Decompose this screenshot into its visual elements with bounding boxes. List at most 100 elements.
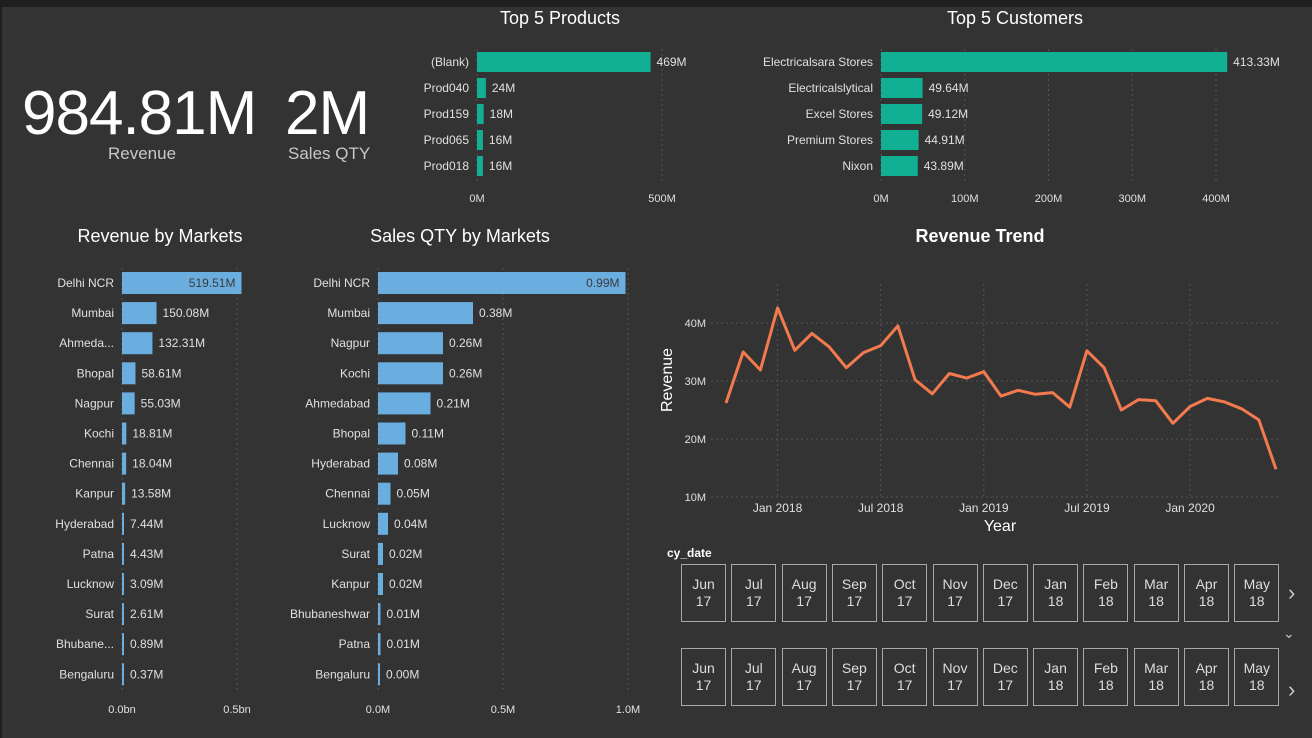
slicer-tile[interactable]: Jan 18	[1033, 564, 1079, 622]
x-tick-label: 0.5bn	[223, 704, 251, 716]
slicer-tile[interactable]: Nov 17	[932, 564, 978, 622]
slicer-tile[interactable]: Mar 18	[1133, 648, 1179, 706]
x-tick-label: Jan 2018	[753, 501, 803, 515]
category-label: Nixon	[842, 159, 873, 173]
bar	[122, 422, 127, 445]
data-label: 0.99M	[586, 276, 619, 290]
bar	[378, 633, 381, 656]
data-label: 4.43M	[130, 547, 163, 561]
slicer-tile[interactable]: Aug 17	[781, 564, 827, 622]
x-tick-label: 500M	[648, 193, 676, 205]
bar	[378, 392, 431, 415]
data-label: 58.61M	[141, 366, 181, 380]
bar	[122, 362, 136, 385]
slicer-tile[interactable]: Jul 17	[731, 564, 777, 622]
slicer-tile[interactable]: Feb 18	[1083, 564, 1129, 622]
data-label: 0.01M	[387, 607, 420, 621]
bar	[378, 272, 626, 294]
slicer-tile[interactable]: Sep 17	[831, 564, 877, 622]
slicer-tile[interactable]: Jun 17	[681, 564, 726, 622]
chevron-right-icon[interactable]: ›	[1288, 677, 1296, 702]
slicer-tile[interactable]: Nov 17	[932, 648, 978, 706]
category-label: Nagpur	[75, 396, 114, 410]
slicer-tile[interactable]: Jan 18	[1033, 648, 1079, 706]
data-label: 0.37M	[130, 667, 163, 681]
data-label: 44.91M	[925, 133, 965, 147]
data-label: 7.44M	[130, 517, 163, 531]
slicer-tile[interactable]: Apr 18	[1184, 564, 1229, 622]
category-label: Hyderabad	[55, 517, 114, 531]
slicer-tile[interactable]: Jun 17	[681, 648, 726, 706]
slicer-tile-label: Nov 17	[942, 576, 968, 609]
bar	[477, 130, 483, 150]
x-tick-label: 300M	[1118, 193, 1146, 205]
category-label: Nagpur	[331, 336, 370, 350]
category-label: Electricalslytical	[788, 81, 873, 95]
slicer-tile[interactable]: Aug 17	[781, 648, 827, 706]
category-label: Prod040	[424, 81, 470, 95]
category-label: Hyderabad	[311, 457, 370, 471]
data-label: 519.51M	[189, 276, 236, 290]
bar	[477, 52, 651, 72]
slicer-tile[interactable]: Oct 17	[882, 564, 928, 622]
x-tick-label: Jan 2020	[1165, 501, 1215, 515]
slicer-tile[interactable]: Jul 17	[731, 648, 777, 706]
chevron-down-icon[interactable]: ⌄	[1283, 625, 1295, 641]
revenue-trend-chart: 10M 20M 30M 40M Jan 2018 Jul 2018 Jan 2019 Jul …	[659, 284, 1281, 535]
data-label: 0.05M	[397, 487, 430, 501]
bar	[477, 104, 484, 124]
category-label: Excel Stores	[806, 107, 873, 121]
slicer-tile-label: Oct 17	[893, 576, 916, 609]
bar	[477, 156, 483, 176]
slicer-tile[interactable]: Oct 17	[882, 648, 928, 706]
x-tick-label: Jan 2019	[959, 501, 1009, 515]
bar	[881, 156, 918, 176]
x-tick-label: 400M	[1202, 193, 1230, 205]
data-label: 0.04M	[394, 517, 427, 531]
slicer-tile[interactable]: Dec 17	[982, 648, 1028, 706]
slicer-tile[interactable]: Feb 18	[1083, 648, 1129, 706]
x-tick-label: Jul 2019	[1064, 501, 1110, 515]
bar	[378, 663, 380, 686]
slicer-tile[interactable]: Mar 18	[1133, 564, 1179, 622]
category-label: Patna	[339, 637, 371, 651]
top-window-bar	[0, 0, 1312, 7]
slicer-tile-label: Jun 17	[692, 660, 715, 693]
category-label: Bhopal	[333, 427, 370, 441]
data-label: 24M	[492, 81, 515, 95]
category-label: Electricalsara Stores	[763, 55, 873, 69]
bar	[122, 663, 124, 686]
bar	[378, 512, 388, 535]
category-label: Mumbai	[71, 306, 114, 320]
data-label: 18M	[490, 107, 513, 121]
sales-qty-kpi-value: 2M	[285, 79, 370, 148]
bar	[378, 332, 443, 355]
slicer-tile[interactable]: Apr 18	[1184, 648, 1229, 706]
data-label: 55.03M	[141, 396, 181, 410]
slicer-tile[interactable]: May 18	[1234, 564, 1280, 622]
category-label: Delhi NCR	[313, 276, 370, 290]
y-tick-label: 40M	[685, 318, 706, 330]
bar	[122, 302, 157, 325]
slicer-tile-label: Aug 17	[791, 660, 817, 693]
left-frame	[0, 7, 2, 738]
revenue-kpi-value: 984.81M	[22, 79, 257, 148]
data-label: 132.31M	[158, 336, 205, 350]
data-label: 0.02M	[389, 547, 422, 561]
slicer-tile-label: Jul 17	[744, 660, 763, 693]
slicer-tile-label: Sep 17	[841, 660, 867, 693]
category-label: Bhopal	[77, 366, 114, 380]
y-tick-label: 20M	[685, 434, 706, 446]
revenue-kpi-label: Revenue	[108, 144, 177, 163]
category-label: Ahmedabad	[305, 396, 370, 410]
category-label: Kanpur	[331, 577, 370, 591]
data-label: 0.26M	[449, 366, 482, 380]
qty-markets-title: Sales QTY by Markets	[370, 226, 550, 246]
slicer-tile[interactable]: Dec 17	[982, 564, 1028, 622]
chevron-right-icon[interactable]: ›	[1288, 580, 1296, 605]
data-label: 49.64M	[929, 81, 969, 95]
slicer-tile[interactable]: May 18	[1234, 648, 1280, 706]
slicer-tile[interactable]: Sep 17	[831, 648, 877, 706]
top-products-title: Top 5 Products	[499, 8, 621, 28]
category-label: Patna	[83, 547, 115, 561]
